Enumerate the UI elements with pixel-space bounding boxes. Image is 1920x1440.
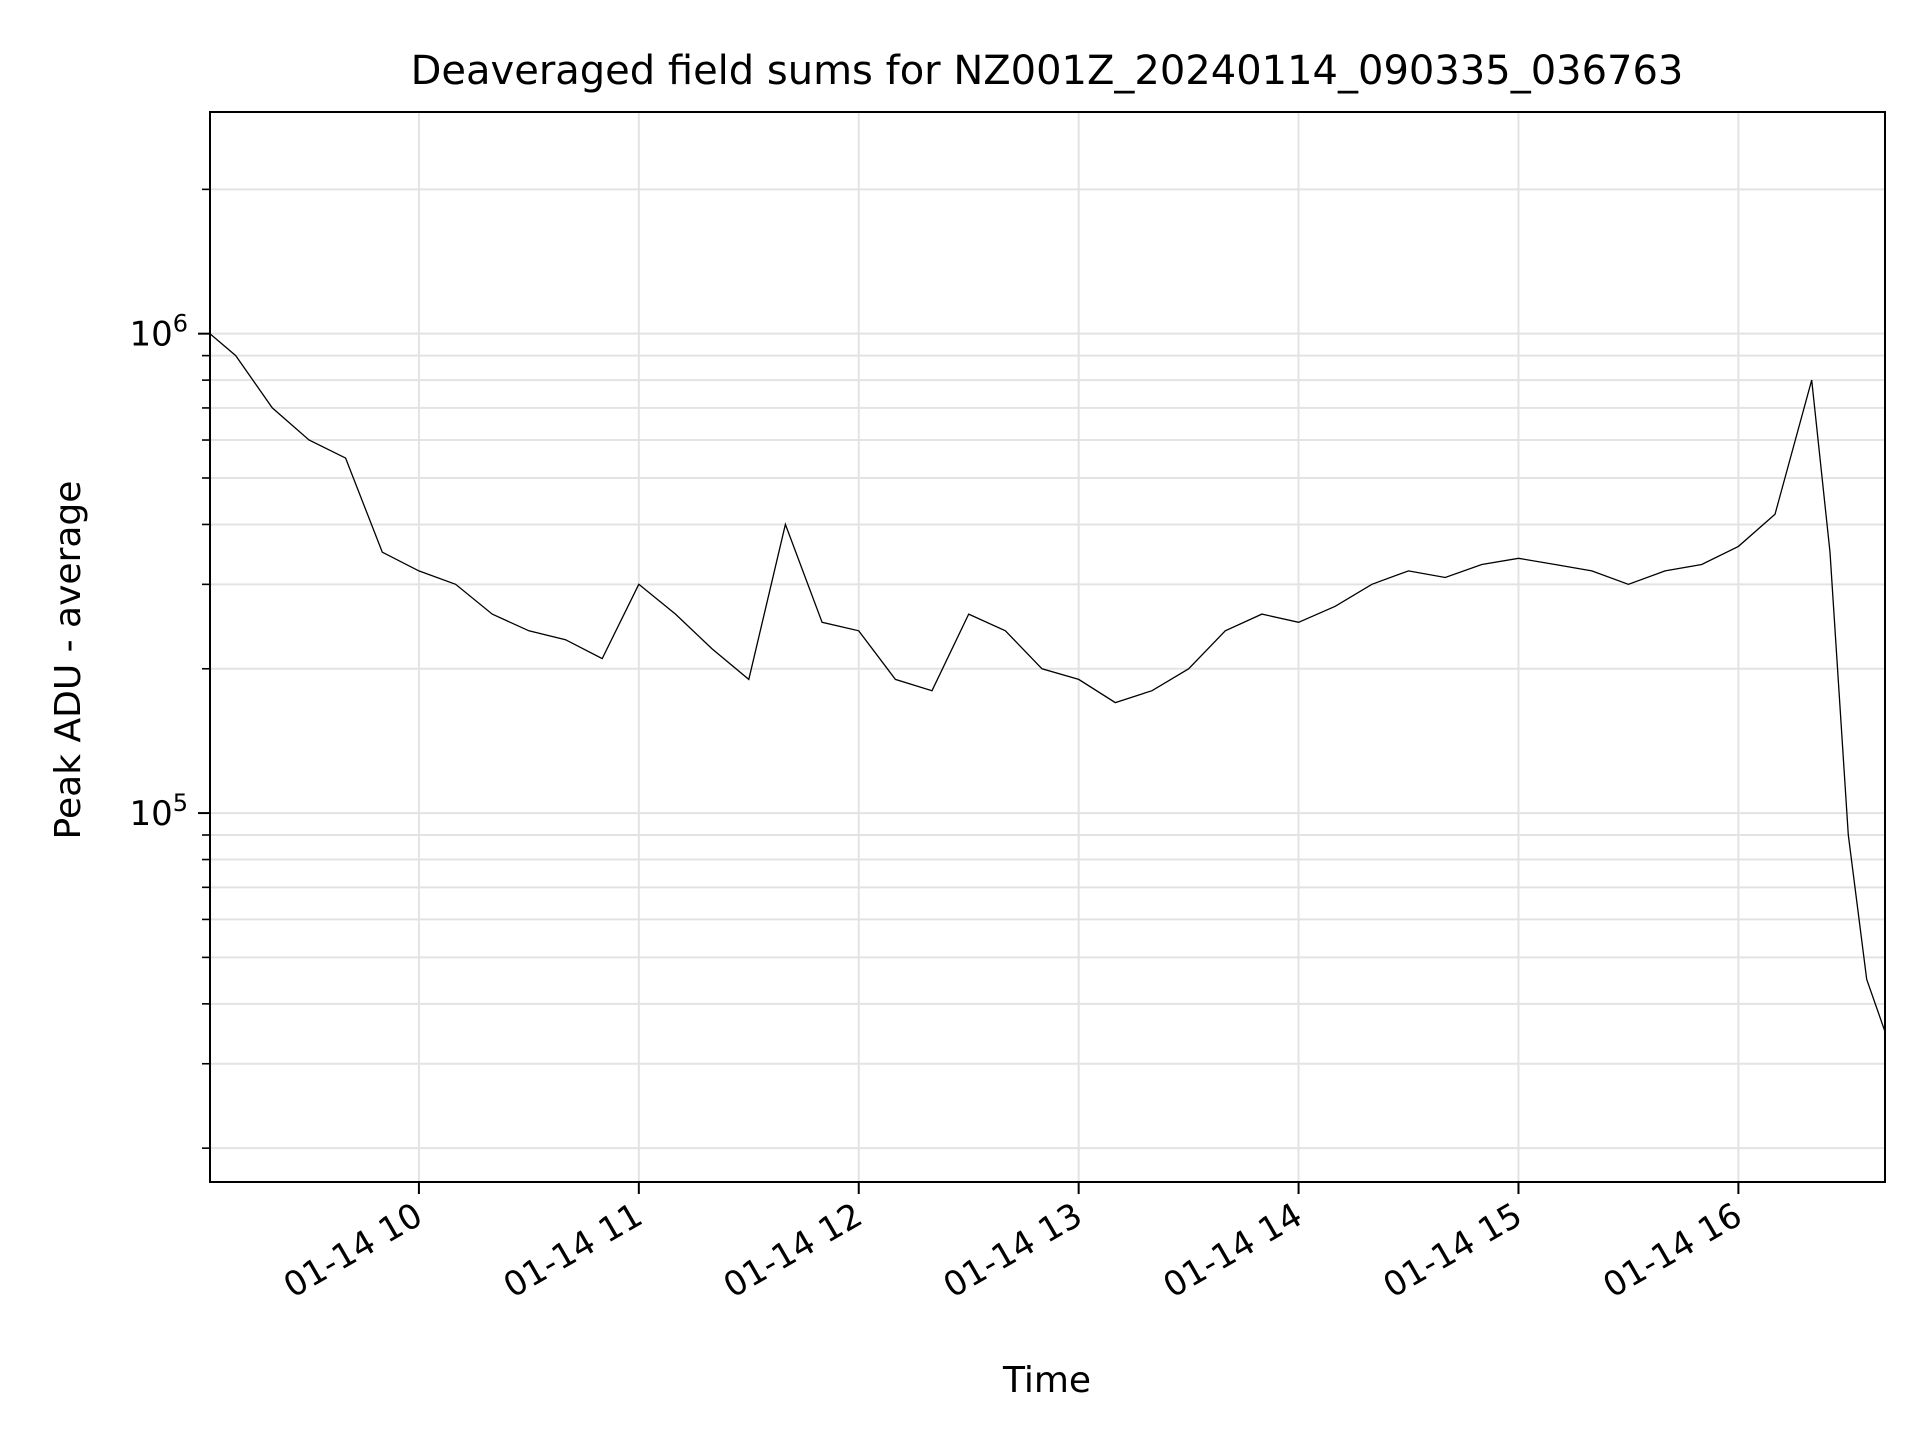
x-axis-label: Time (1002, 1360, 1091, 1401)
y-tick-label: 106 (129, 310, 188, 355)
y-tick-label: 105 (129, 789, 188, 834)
chart-title: Deaveraged field sums for NZ001Z_2024011… (411, 48, 1684, 94)
grid-lines (210, 112, 1885, 1182)
y-axis: 105 106 (129, 310, 210, 834)
data-series-line (209, 333, 1886, 1032)
y-axis-label: Peak ADU - average (48, 481, 89, 840)
plot-frame (209, 111, 1886, 1183)
y-minor-ticks (202, 188, 210, 1149)
